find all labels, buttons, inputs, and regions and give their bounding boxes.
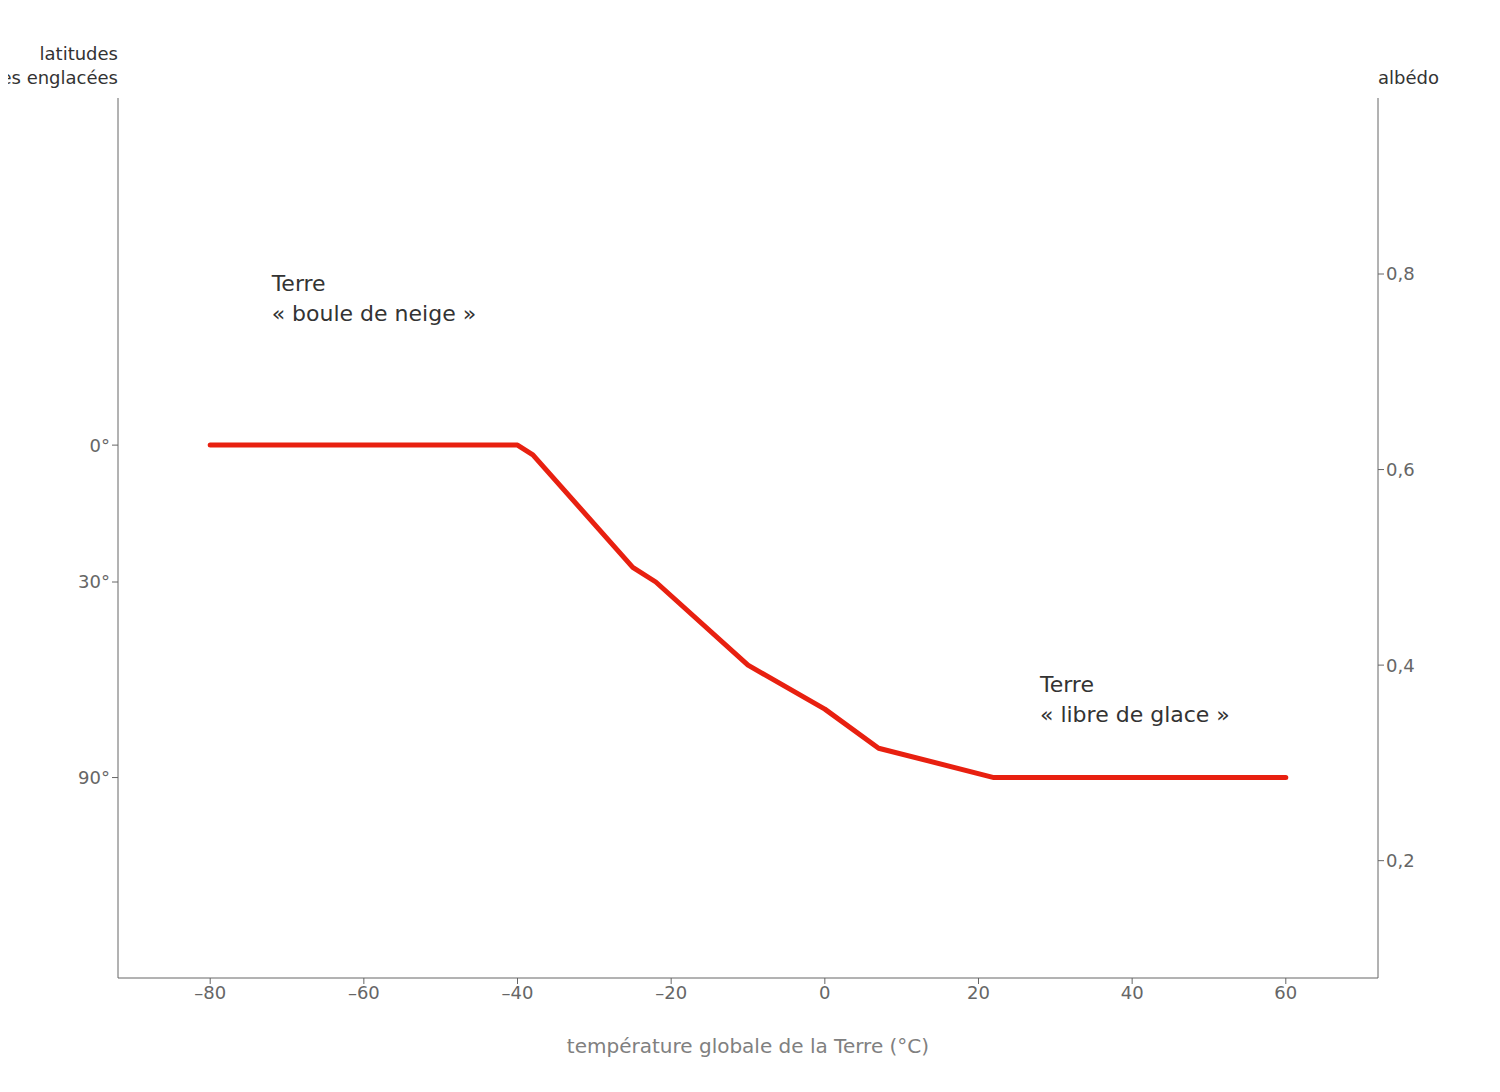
svg-text:40: 40 — [1121, 982, 1144, 1003]
svg-text:0,8: 0,8 — [1386, 263, 1415, 284]
svg-text:30°: 30° — [78, 571, 110, 592]
svg-text:Terre« boule de neige »: Terre« boule de neige » — [271, 271, 477, 326]
svg-text:60: 60 — [1274, 982, 1297, 1003]
svg-text:20: 20 — [967, 982, 990, 1003]
svg-text:–60: –60 — [348, 982, 380, 1003]
svg-text:–20: –20 — [655, 982, 687, 1003]
svg-text:0,4: 0,4 — [1386, 655, 1415, 676]
svg-text:0°: 0° — [90, 435, 110, 456]
svg-text:Terre« libre de glace »: Terre« libre de glace » — [1039, 672, 1230, 727]
svg-text:0,2: 0,2 — [1386, 850, 1415, 871]
svg-text:0,6: 0,6 — [1386, 459, 1415, 480]
svg-text:–40: –40 — [502, 982, 534, 1003]
svg-text:albédo: albédo — [1378, 67, 1439, 88]
svg-text:température globale de la Terr: température globale de la Terre (°C) — [567, 1034, 929, 1058]
svg-text:latitudesdes surfaces englacée: latitudesdes surfaces englacées — [8, 43, 118, 88]
svg-text:0: 0 — [819, 982, 830, 1003]
svg-text:90°: 90° — [78, 767, 110, 788]
svg-text:–80: –80 — [194, 982, 226, 1003]
